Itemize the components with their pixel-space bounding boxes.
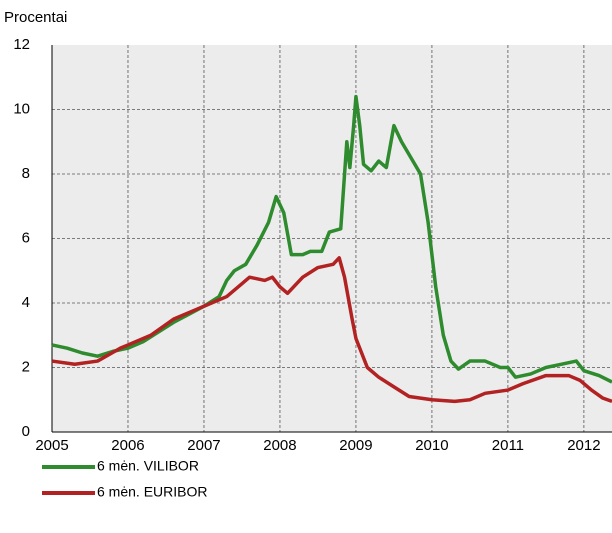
x-tick-label: 2010 — [415, 437, 448, 454]
x-tick-label: 2011 — [492, 437, 524, 454]
x-tick-label: 2008 — [263, 437, 296, 454]
x-tick-label: 2007 — [187, 437, 220, 454]
y-axis-label: Procentai — [4, 9, 67, 26]
series-line — [51, 256, 612, 404]
legend-label: 6 mėn. EURIBOR — [97, 484, 207, 500]
legend-label: 6 mėn. VILIBOR — [97, 458, 199, 474]
y-tick-label: 6 — [22, 229, 30, 246]
y-tick-label: 0 — [22, 423, 30, 440]
x-tick-label: 2005 — [35, 437, 68, 454]
y-tick-label: 10 — [13, 100, 30, 117]
x-tick-label: 2006 — [111, 437, 144, 454]
y-tick-label: 12 — [13, 36, 30, 53]
y-tick-label: 2 — [22, 358, 30, 375]
x-tick-label: 2009 — [339, 437, 372, 454]
x-tick-label: 2012 — [567, 437, 600, 454]
y-tick-label: 4 — [22, 294, 30, 311]
y-tick-label: 8 — [22, 165, 30, 182]
